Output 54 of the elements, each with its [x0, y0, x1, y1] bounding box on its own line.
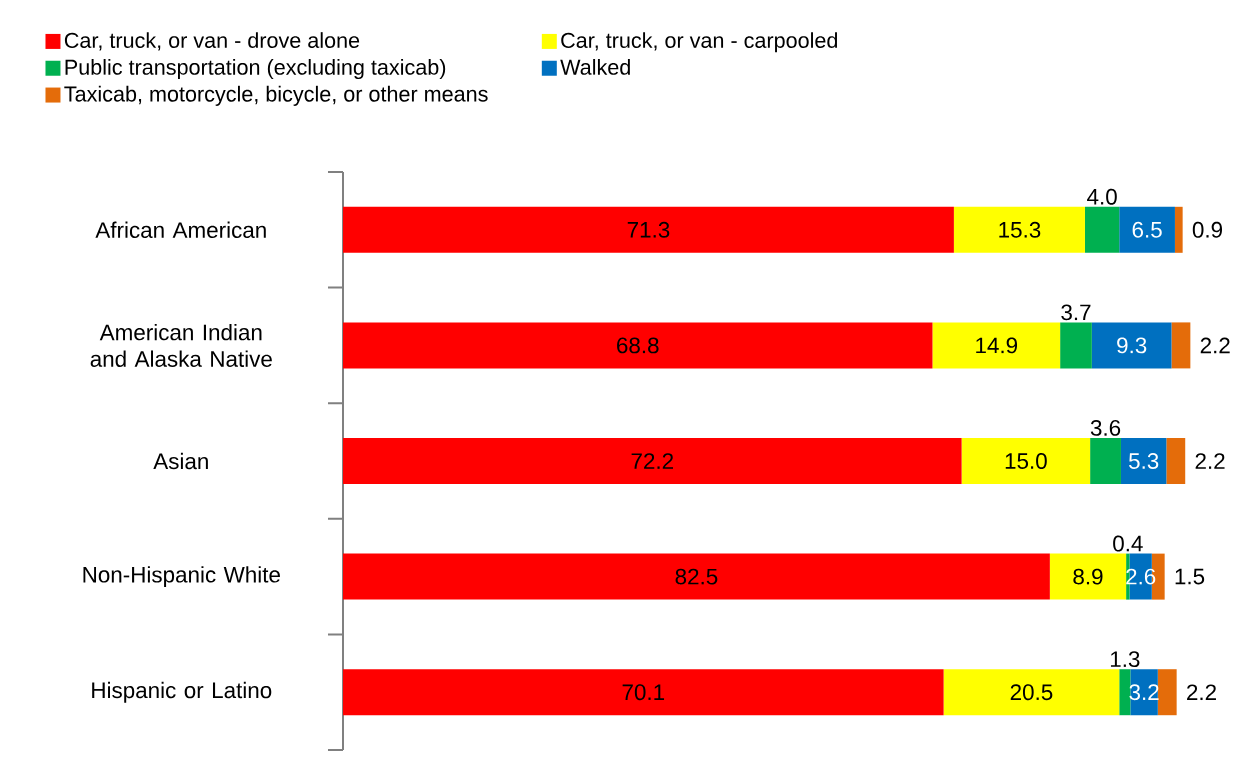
legend-label: Car, truck, or van - drove alone	[64, 32, 360, 51]
data-label: 1.5	[1175, 568, 1205, 585]
data-label: 2.2	[1187, 684, 1216, 701]
y-tick-label: African American	[95, 221, 266, 239]
data-label: 14.9	[976, 337, 1018, 354]
bar	[953, 206, 1085, 253]
bar	[343, 322, 933, 369]
y-tick-label: Asian	[153, 452, 208, 470]
bar	[1084, 206, 1120, 253]
data-label: 15.0	[1005, 453, 1047, 469]
legend-label: Walked	[560, 58, 630, 75]
bar	[1174, 206, 1183, 253]
bar	[1119, 206, 1175, 253]
data-label: 68.8	[617, 337, 659, 354]
bar	[943, 669, 1120, 716]
data-label: 0.9	[1192, 221, 1223, 238]
legend-label: Public transportation (excluding taxicab)	[65, 58, 446, 80]
bar	[343, 669, 944, 716]
data-label: 9.3	[1117, 337, 1147, 354]
bar	[1157, 669, 1177, 716]
data-label: 82.5	[675, 568, 718, 585]
bar	[1060, 322, 1092, 369]
data-label: 72.2	[631, 453, 673, 469]
bar	[343, 206, 954, 253]
y-tick-label: American Indian and Alaska Native	[90, 323, 272, 367]
data-label: 2.2	[1200, 337, 1230, 354]
data-label: 4.0	[1087, 188, 1117, 205]
bar	[343, 553, 1050, 600]
bar	[1171, 322, 1191, 369]
data-label: 70.1	[622, 684, 665, 701]
y-tick-label: Non-Hispanic White	[83, 566, 280, 588]
data-label: 71.3	[627, 221, 670, 238]
bar	[1120, 438, 1167, 485]
legend-label: Car, truck, or van - carpooled	[561, 32, 838, 53]
bar	[1090, 438, 1121, 485]
data-label: 15.3	[999, 221, 1041, 238]
data-label: 5.3	[1128, 453, 1159, 469]
data-label: 3.7	[1061, 304, 1091, 321]
bar	[1166, 438, 1186, 485]
data-label: 0.4	[1113, 535, 1143, 552]
bar	[961, 438, 1091, 485]
data-label: 20.5	[1010, 684, 1053, 701]
legend-label: Taxicab, motorcycle, bicycle, or other means	[64, 85, 488, 106]
bar	[1049, 553, 1127, 600]
data-label: 1.3	[1110, 651, 1140, 668]
data-label: 8.9	[1073, 568, 1103, 585]
bar	[932, 322, 1061, 369]
bar	[343, 438, 962, 485]
bar	[1119, 669, 1131, 716]
y-tick-label: Hispanic or Latino	[92, 681, 272, 703]
data-label: 2.2	[1195, 453, 1225, 469]
data-label: 3.6	[1090, 420, 1121, 436]
data-label: 6.5	[1132, 221, 1162, 238]
bar	[1091, 322, 1172, 369]
